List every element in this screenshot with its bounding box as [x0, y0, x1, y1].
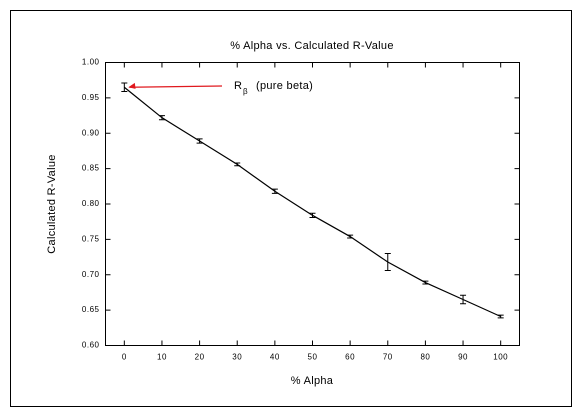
error-bar [347, 234, 354, 239]
x-tick-label: 30 [232, 353, 242, 362]
error-bar-shape [347, 234, 354, 239]
x-tick-label: 80 [420, 353, 430, 362]
error-bar [422, 280, 429, 285]
y-tick-label: 0.75 [82, 234, 100, 243]
error-bar [121, 82, 128, 93]
x-tick-label: 20 [195, 353, 205, 362]
y-tick-label: 0.85 [82, 164, 100, 173]
y-tick-label: 0.80 [82, 199, 100, 208]
error-bar [271, 188, 278, 194]
error-bar-shape [121, 82, 128, 93]
error-bar-shape [196, 138, 203, 144]
x-tick-label: 0 [122, 353, 127, 362]
frame [10, 10, 572, 407]
x-tick-label: 50 [308, 353, 318, 362]
annotation-arrowhead [128, 82, 136, 89]
error-bar-shape [271, 188, 278, 194]
y-tick-label: 1.00 [82, 58, 100, 67]
error-bar [384, 253, 391, 272]
x-tick-label: 10 [157, 353, 167, 362]
x-tick-label: 40 [270, 353, 280, 362]
error-bar-shape [460, 294, 467, 305]
x-axis-label: % Alpha [291, 375, 334, 387]
error-bar [196, 138, 203, 144]
annotation-arrow [129, 85, 223, 88]
error-bar-shape [309, 212, 316, 218]
error-bar-shape [422, 280, 429, 285]
error-bar [460, 294, 467, 305]
y-axis-label: Calculated R-Value [46, 154, 58, 253]
y-tick-label: 0.65 [82, 305, 100, 314]
y-tick-label: 0.95 [82, 93, 100, 102]
x-tick-label: 90 [458, 353, 468, 362]
error-bar-shape [234, 162, 241, 167]
y-tick-label: 0.90 [82, 128, 100, 137]
x-tick-label: 60 [345, 353, 355, 362]
error-bar [158, 115, 165, 121]
error-bar-shape [158, 115, 165, 121]
y-tick-label: 0.60 [82, 341, 100, 350]
annotation-r: R [234, 80, 242, 92]
x-tick-label: 100 [493, 353, 508, 362]
plot-area [105, 62, 520, 346]
x-tick-label: 70 [383, 353, 393, 362]
error-bar [497, 314, 504, 319]
chart-title: % Alpha vs. Calculated R-Value [230, 40, 394, 52]
annotation-sub: β [243, 87, 248, 96]
error-bar-shape [497, 314, 504, 319]
data-line [123, 86, 501, 318]
annotation-rest: (pure beta) [256, 80, 313, 92]
error-bar [234, 162, 241, 167]
error-bar-shape [384, 253, 391, 272]
y-tick-label: 0.70 [82, 270, 100, 279]
error-bar [309, 212, 316, 218]
